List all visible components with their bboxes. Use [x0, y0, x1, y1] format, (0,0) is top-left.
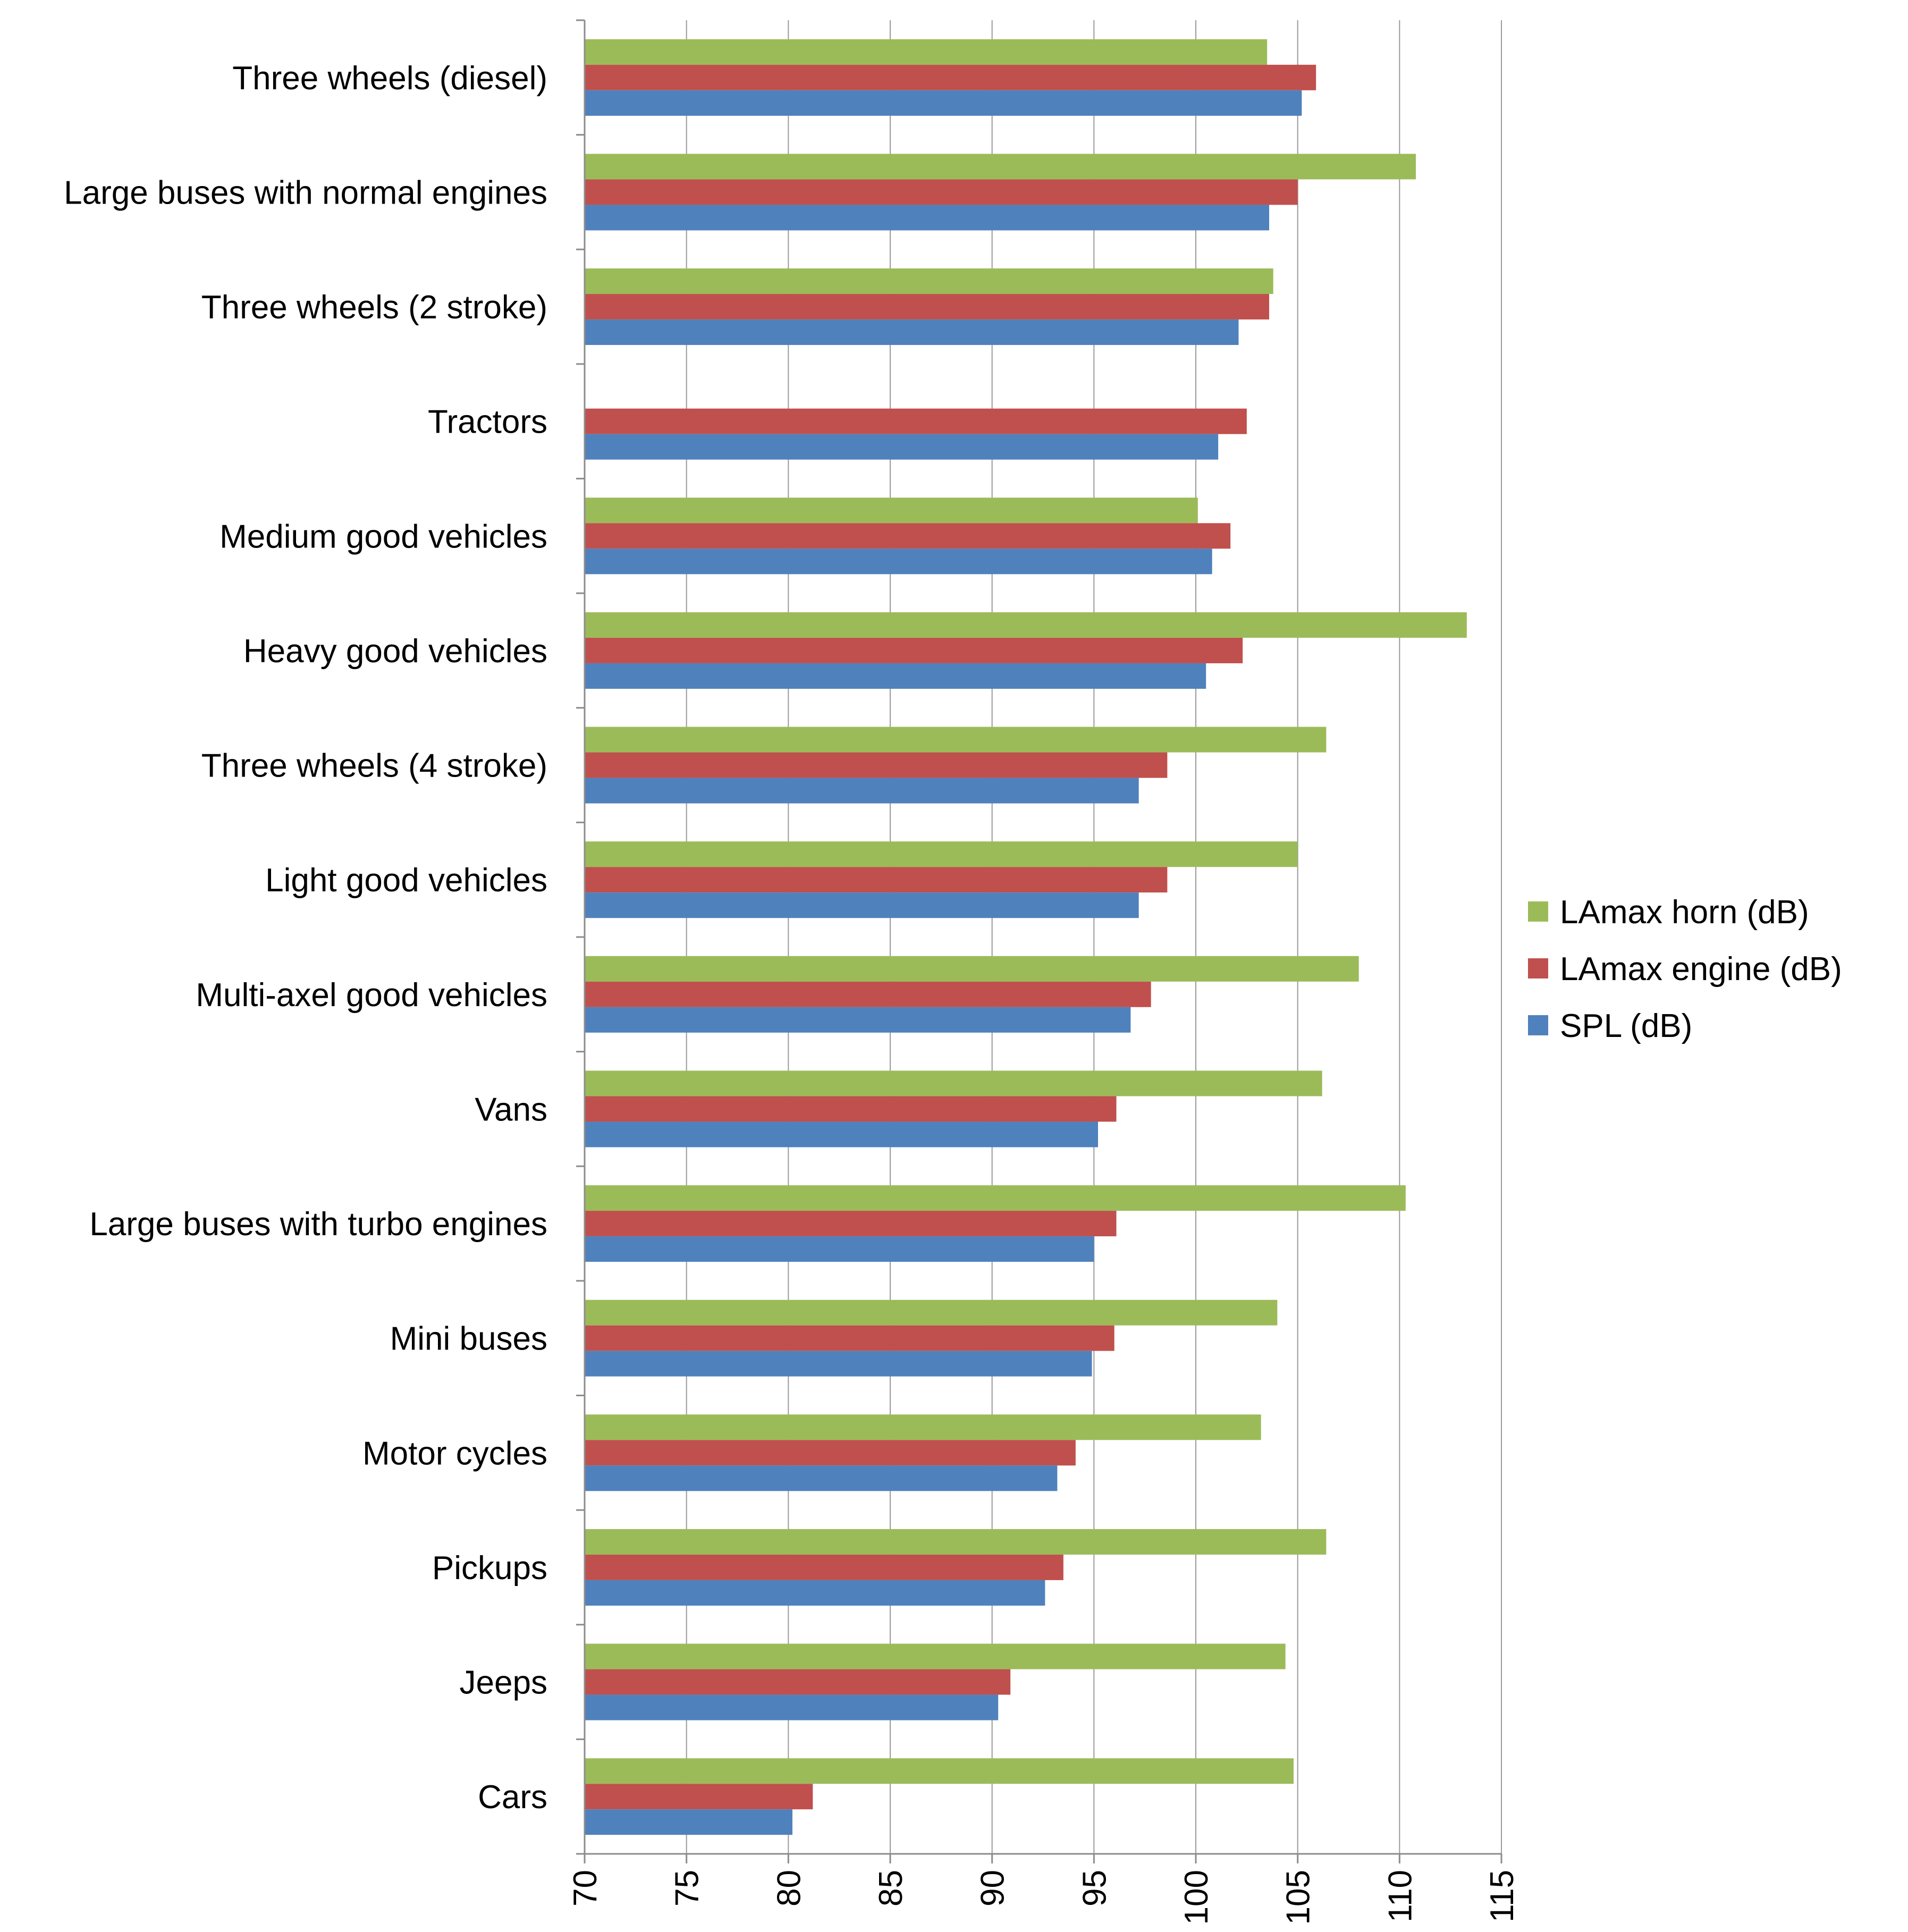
- category-label: Large buses with normal engines: [64, 174, 547, 211]
- bar: [585, 39, 1268, 65]
- bar: [585, 1465, 1058, 1491]
- category-label: Three wheels (diesel): [232, 60, 547, 97]
- bar: [585, 1784, 813, 1810]
- category-label: Pickups: [432, 1550, 547, 1587]
- legend: LAmax horn (dB) LAmax engine (dB) SPL (dB): [1528, 894, 1842, 1044]
- bar: [585, 294, 1269, 320]
- category-label: Mini buses: [390, 1321, 547, 1357]
- axes: [576, 19, 1502, 1863]
- category-label: Multi-axel good vehicles: [196, 977, 547, 1014]
- category-label: Three wheels (4 stroke): [201, 748, 547, 784]
- x-tick-label: 85: [873, 1870, 909, 1906]
- category-label: Medium good vehicles: [219, 518, 547, 555]
- bar: [585, 1529, 1327, 1555]
- bar: [585, 64, 1316, 90]
- bar: [585, 549, 1212, 575]
- legend-swatch: [1528, 901, 1548, 922]
- bar: [585, 778, 1139, 804]
- bar: [585, 727, 1327, 753]
- bar: [585, 179, 1298, 205]
- bar: [585, 154, 1416, 180]
- bar: [585, 1096, 1117, 1122]
- bar: [585, 1236, 1094, 1262]
- bar: [585, 1554, 1063, 1580]
- category-label: Three wheels (2 stroke): [201, 289, 547, 326]
- category-label: Light good vehicles: [265, 862, 547, 899]
- x-tick-label: 95: [1076, 1870, 1113, 1906]
- x-tick-label: 105: [1280, 1870, 1317, 1925]
- x-tick-label: 115: [1484, 1870, 1521, 1922]
- bar: [585, 1211, 1117, 1237]
- bar: [585, 1580, 1045, 1606]
- category-label: Tractors: [428, 404, 547, 441]
- bar: [585, 1643, 1286, 1669]
- x-tick-label: 90: [975, 1870, 1011, 1906]
- legend-swatch: [1528, 1015, 1548, 1035]
- legend-label: LAmax horn (dB): [1560, 894, 1809, 931]
- legend-swatch: [1528, 958, 1548, 978]
- bar: [585, 1007, 1131, 1033]
- category-label: Large buses with turbo engines: [89, 1206, 547, 1243]
- bar: [585, 956, 1359, 982]
- bar: [585, 663, 1206, 689]
- bar: [585, 637, 1243, 663]
- bar: [585, 1414, 1261, 1440]
- legend-label: LAmax engine (dB): [1560, 951, 1842, 988]
- bar: [585, 1351, 1092, 1377]
- bar: [585, 408, 1247, 434]
- bar: [585, 1325, 1115, 1351]
- bar: [585, 981, 1151, 1007]
- bar: [585, 1440, 1076, 1466]
- x-tick-label: 75: [669, 1870, 706, 1906]
- bar: [585, 841, 1298, 867]
- bar: [585, 205, 1269, 231]
- bar: [585, 1070, 1322, 1096]
- bar: [585, 1809, 792, 1835]
- bar: [585, 90, 1302, 116]
- category-label: Vans: [475, 1091, 547, 1128]
- bar: [585, 1300, 1278, 1326]
- bar: [585, 523, 1231, 549]
- bar: [585, 1185, 1406, 1211]
- bar: [585, 497, 1198, 524]
- category-label: Heavy good vehicles: [243, 633, 547, 670]
- x-tick-label: 110: [1382, 1870, 1419, 1922]
- bar: [585, 434, 1219, 460]
- legend-label: SPL (dB): [1560, 1008, 1692, 1044]
- x-tick-label: 100: [1178, 1870, 1215, 1925]
- bar: [585, 612, 1467, 638]
- bar: [585, 892, 1139, 918]
- category-label: Cars: [478, 1779, 547, 1816]
- bar: [585, 268, 1273, 294]
- x-tick-label: 80: [771, 1870, 807, 1906]
- bar: [585, 319, 1239, 345]
- category-label: Jeeps: [460, 1665, 547, 1701]
- x-tick-label: 70: [567, 1870, 604, 1906]
- bar: [585, 752, 1168, 778]
- bar: [585, 1694, 999, 1720]
- bar: [585, 1669, 1011, 1695]
- bars: [585, 39, 1467, 1835]
- bar: [585, 867, 1168, 893]
- category-label: Motor cycles: [362, 1435, 547, 1472]
- x-tick-labels: 70 75 80 85 90 95 100 105 110 115: [567, 1870, 1521, 1925]
- bar: [585, 1121, 1098, 1148]
- category-labels: Three wheels (diesel) Large buses with no…: [64, 60, 547, 1816]
- bar: [585, 1758, 1294, 1784]
